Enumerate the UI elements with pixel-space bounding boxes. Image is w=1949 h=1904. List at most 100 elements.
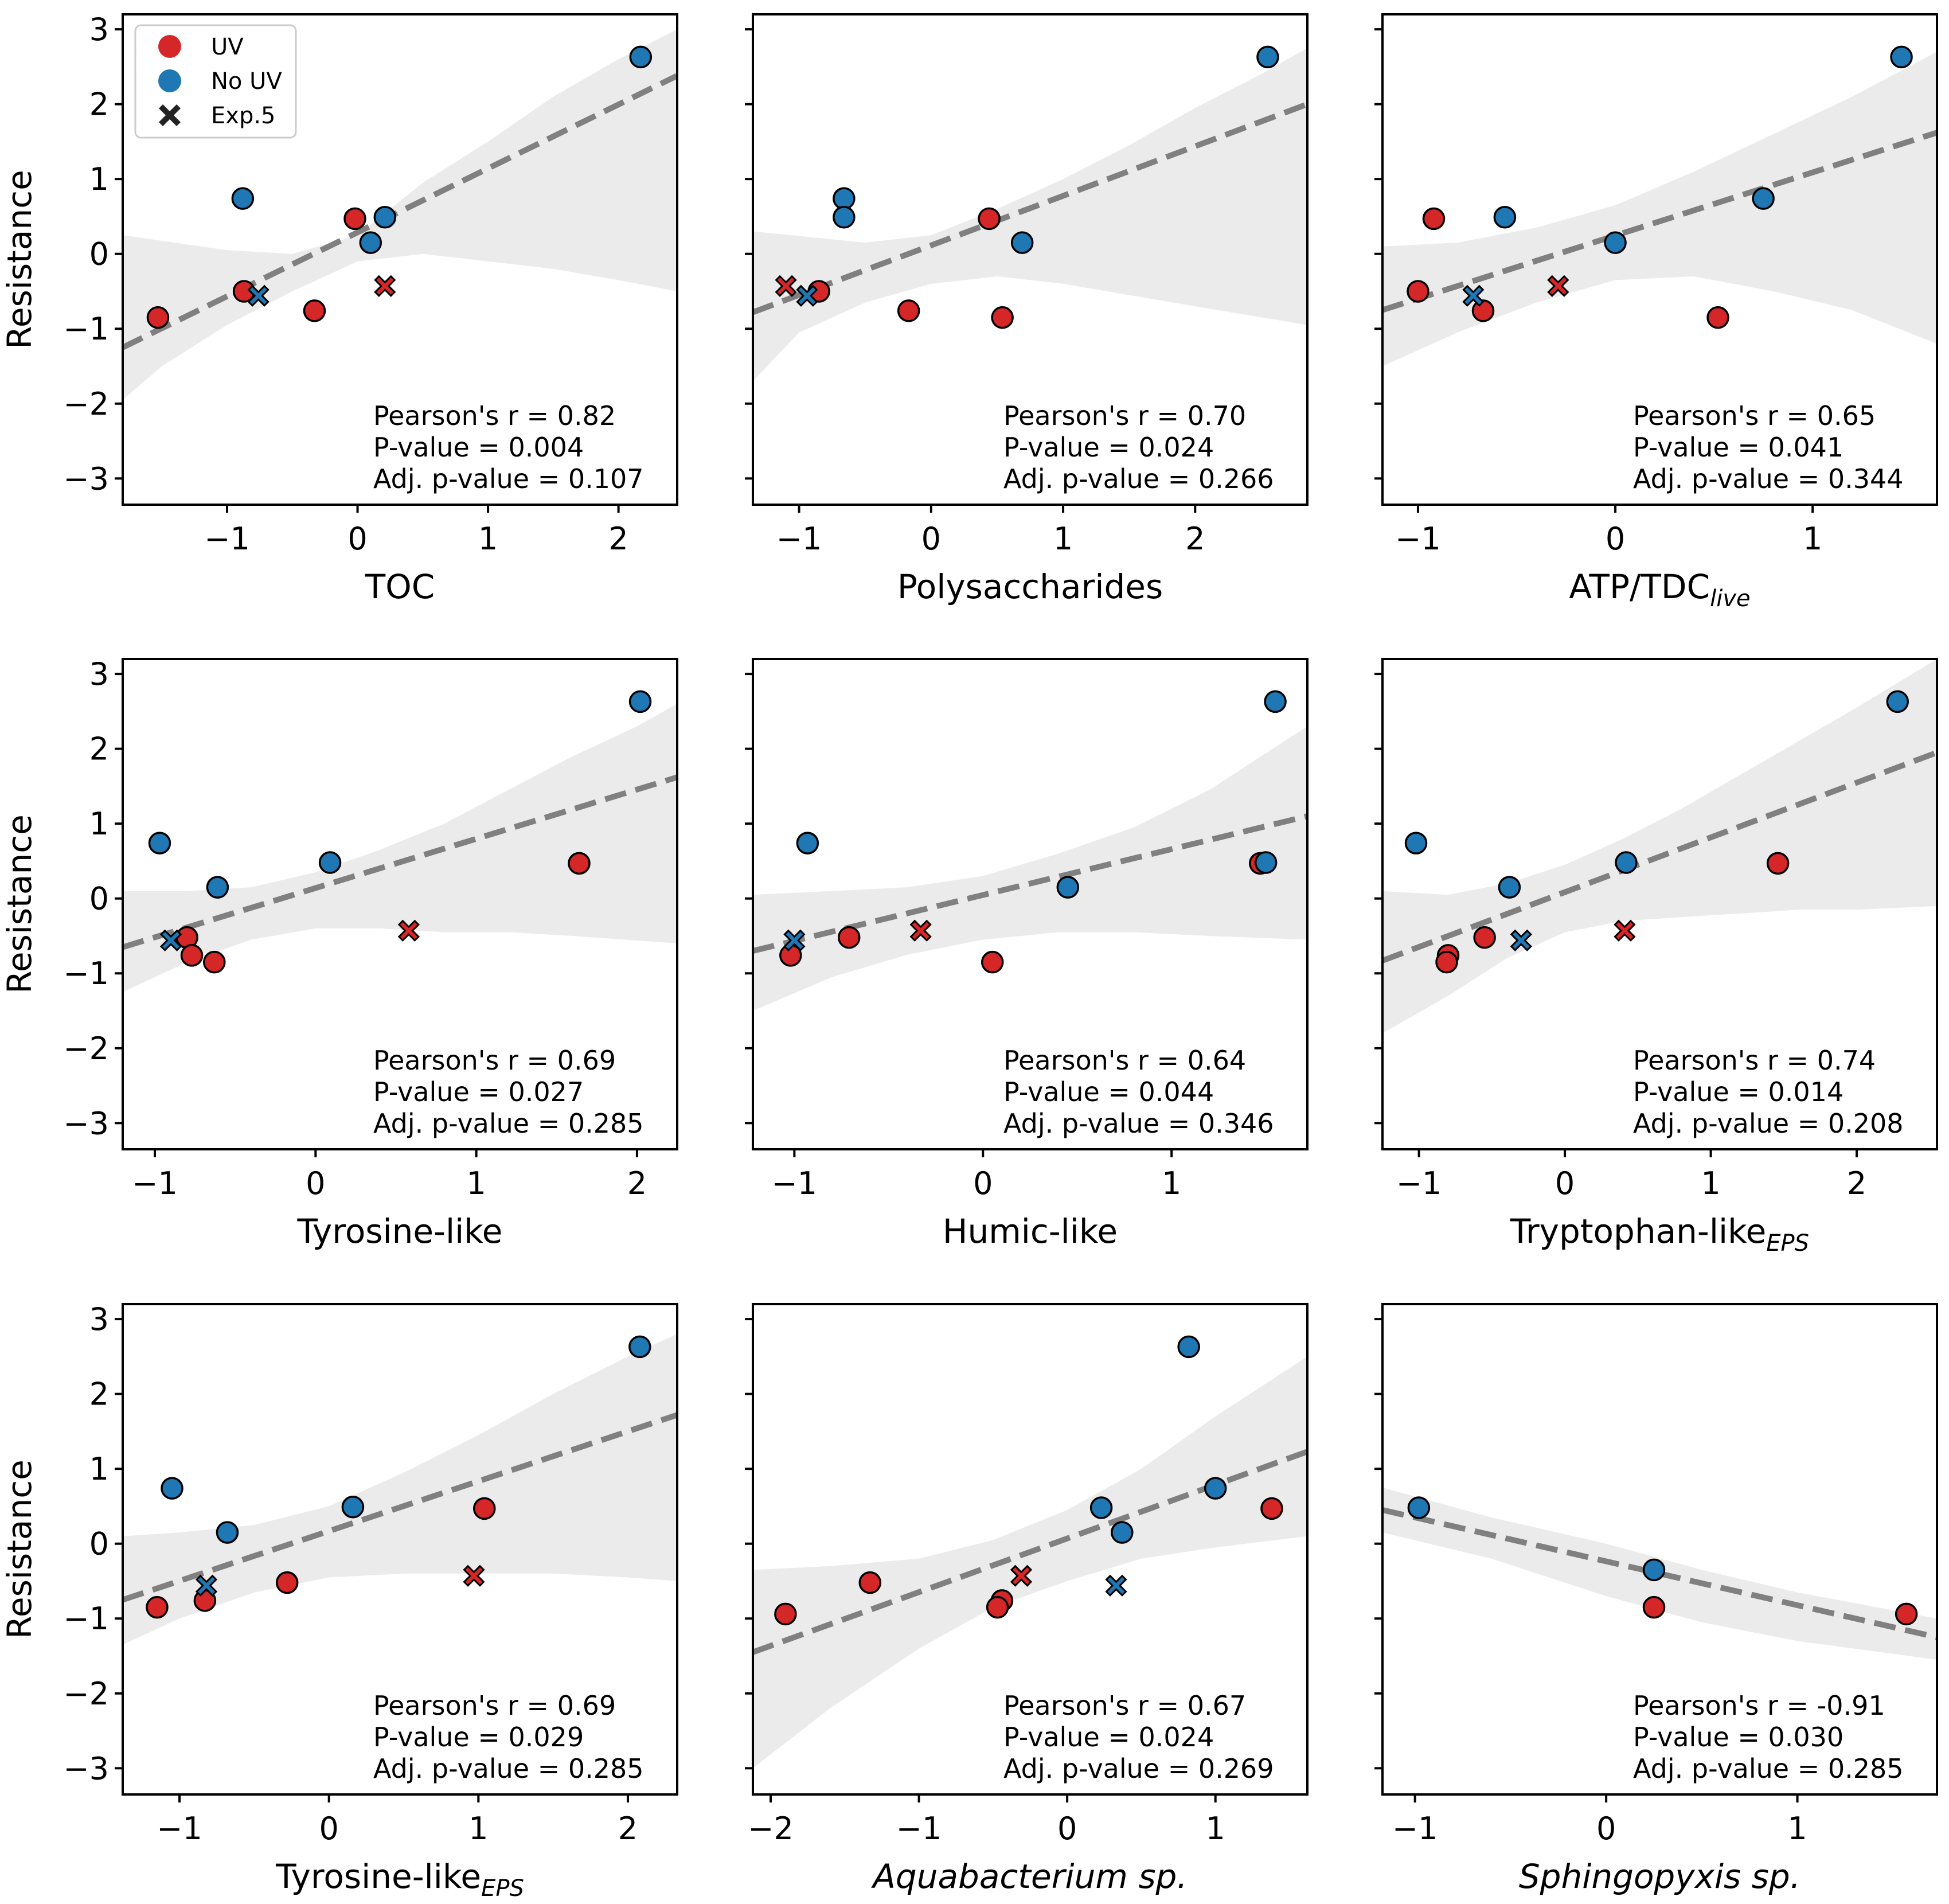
- stat-line: Pearson's r = 0.64: [1003, 1045, 1246, 1076]
- y-tick-label: 0: [89, 236, 109, 272]
- uv-point: [1766, 852, 1790, 875]
- exp5-point: [159, 929, 182, 951]
- panel-4: −3 −2 −1 0 1 2 3 −1 0 1 2 Tyrosine-like Resistance Pe…: [0, 656, 678, 1251]
- x-tick-label: 0: [319, 1811, 339, 1847]
- stat-line: P-value = 0.014: [1633, 1076, 1843, 1107]
- y-tick-label: −1: [63, 1601, 109, 1637]
- plot-area: [123, 690, 677, 992]
- stat-line: P-value = 0.024: [1003, 432, 1214, 463]
- y-tick-label: 2: [89, 87, 109, 123]
- x-tick-label: 0: [1057, 1811, 1077, 1847]
- no-uv-point: [833, 187, 856, 210]
- uv-point: [1895, 1602, 1918, 1626]
- exp5-point: [783, 929, 806, 951]
- x-tick-label: −1: [772, 1165, 818, 1201]
- regression-line: [1382, 750, 1937, 963]
- y-axis-title: Resistance: [0, 814, 39, 994]
- stat-line: P-value = 0.029: [373, 1722, 584, 1753]
- plot-frame: [752, 1303, 1309, 1796]
- no-uv-point: [359, 231, 382, 254]
- x-tick-label: 0: [921, 521, 941, 557]
- x-axis-title: Tryptophan-likeEPS: [1510, 1212, 1809, 1257]
- y-axis-title: Resistance: [0, 170, 39, 349]
- uv-point: [858, 1571, 882, 1594]
- plot-frame: [1381, 658, 1938, 1150]
- no-uv-point: [1254, 851, 1278, 874]
- no-uv-point: [628, 690, 652, 713]
- x-tick-label: 1: [1701, 1165, 1720, 1201]
- plot-area: [123, 1334, 677, 1645]
- x-tick-label: 1: [1787, 1811, 1807, 1847]
- stat-line: Pearson's r = 0.67: [1003, 1690, 1246, 1721]
- no-uv-point: [1010, 231, 1034, 254]
- uv-point: [303, 299, 326, 322]
- uv-point: [146, 306, 170, 329]
- regression-line: [753, 101, 1307, 315]
- x-tick-label: 0: [973, 1165, 993, 1201]
- plot-area: [753, 690, 1307, 1011]
- panel-9: −1 0 1 Sphingopyxis sp. Pearson's r = -0.91P…: [1374, 1303, 1938, 1896]
- x-tick-label: 0: [1555, 1165, 1575, 1201]
- y-tick-label: −1: [63, 955, 109, 992]
- y-tick-label: 2: [89, 731, 109, 767]
- x-tick-label: −1: [1395, 521, 1441, 557]
- x-tick-label: 1: [1206, 1811, 1225, 1847]
- legend: UV No UV Exp.5: [134, 24, 297, 139]
- x-axis-title: ATP/TDClive: [1569, 567, 1750, 612]
- panel-7: −3 −2 −1 0 1 2 3 −1 0 1 2 Tyrosine-likeEPS Resistanc…: [0, 1301, 678, 1902]
- no-uv-point: [628, 1335, 651, 1359]
- confidence-band: [753, 726, 1307, 1011]
- stat-line: Adj. p-value = 0.208: [1633, 1108, 1904, 1139]
- x-axis-title: Tyrosine-likeEPS: [275, 1857, 524, 1902]
- exp5-point: [374, 275, 396, 297]
- no-uv-point: [161, 1477, 183, 1500]
- plot-frame: [122, 658, 678, 1150]
- y-tick-label: −2: [63, 1031, 109, 1067]
- x-tick-label: 2: [627, 1165, 647, 1201]
- panel-8: −2 −1 0 1 Aquabacterium sp. Pearson's r = 0.6…: [745, 1303, 1309, 1896]
- plot-frame: [752, 658, 1309, 1150]
- y-tick-label: 3: [89, 656, 109, 692]
- uv-point: [275, 1571, 299, 1594]
- no-uv-point: [216, 1521, 239, 1544]
- no-uv-point: [1177, 1335, 1200, 1359]
- x-tick-label: 1: [468, 1811, 488, 1847]
- stat-line: Pearson's r = 0.74: [1633, 1045, 1876, 1076]
- legend-label: No UV: [211, 68, 282, 95]
- x-tick-label: 0: [1606, 521, 1625, 557]
- uv-point: [986, 1595, 1009, 1619]
- no-uv-point: [206, 876, 229, 899]
- stat-line: P-value = 0.030: [1633, 1722, 1843, 1753]
- uv-point: [1642, 1595, 1666, 1619]
- confidence-band: [123, 29, 677, 400]
- y-tick-label: −2: [63, 1676, 109, 1712]
- x-tick-label: 2: [618, 1811, 638, 1847]
- x-tick-label: −1: [1396, 1165, 1442, 1201]
- uv-point: [473, 1497, 496, 1520]
- stat-line: Pearson's r = 0.69: [373, 1690, 616, 1721]
- stat-line: Pearson's r = -0.91: [1633, 1690, 1885, 1721]
- regression-line: [1382, 130, 1937, 313]
- uv-point: [180, 944, 204, 967]
- y-tick-label: 3: [89, 11, 109, 48]
- stat-line: P-value = 0.041: [1633, 432, 1843, 463]
- plot-area: [123, 29, 677, 400]
- plot-frame: [122, 1303, 678, 1796]
- x-axis-title: TOC: [365, 567, 435, 606]
- uv-point: [568, 852, 591, 875]
- plot-frame: [122, 13, 678, 506]
- x-tick-label: 0: [347, 521, 367, 557]
- y-tick-label: −2: [63, 386, 109, 422]
- regression-line: [123, 1412, 677, 1603]
- no-uv-point: [341, 1495, 365, 1519]
- uv-point: [837, 926, 861, 949]
- exp5-point: [247, 284, 269, 307]
- stat-line: Adj. p-value = 0.107: [373, 463, 644, 494]
- no-uv-point: [373, 205, 397, 229]
- no-uv-point: [833, 205, 856, 229]
- y-tick-label: −1: [63, 311, 109, 347]
- plot-area: [1382, 45, 1937, 366]
- no-uv-point: [1615, 851, 1638, 874]
- plot-area: [1382, 659, 1937, 1033]
- uv-point: [1407, 280, 1429, 303]
